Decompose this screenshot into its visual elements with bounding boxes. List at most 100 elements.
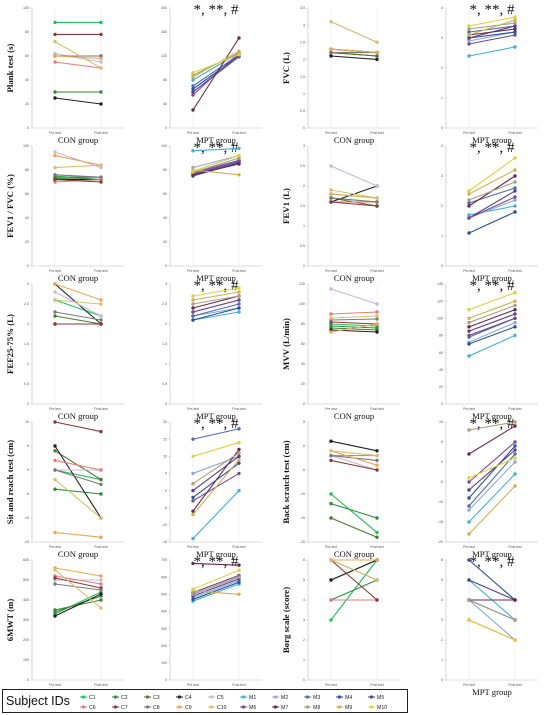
y-axis-title: Borg scale (score) [281,587,291,653]
series-line-M3 [192,428,240,440]
series-line-M6 [468,196,516,219]
data-point-C2-post [375,516,379,520]
data-point-C7-post [375,598,379,602]
y-tick-label: 0 [441,460,443,464]
legend-item-M10: M10 [377,705,387,711]
data-point-C8-pre [329,50,333,55]
data-point-C10-post [99,66,103,70]
data-point-M5-pre [467,488,471,492]
data-point-M8-post [513,21,517,25]
series-line-M3 [468,453,516,507]
significance-marker: *, **, # [194,2,240,18]
series-line-M4 [192,581,240,600]
data-point-C3-pre [329,516,333,520]
data-point-C6-post [375,310,379,314]
data-point-C4-pre [329,439,333,443]
data-point-M10-pre [191,71,195,75]
y-tick-label: 60 [439,351,443,355]
y-tick-label: 100 [161,661,167,665]
series-line-C7 [330,321,378,325]
y-tick-label: 0 [27,264,29,268]
y-axis-title: FVC (L) [281,52,291,84]
data-point-M6-pre [191,93,195,97]
y-tick-label: 0 [165,264,167,268]
series-line-C10 [54,479,102,519]
y-tick-label: 40 [163,102,167,106]
x-tick-label: Post-test [508,269,521,273]
data-point-C8-pre [53,468,57,472]
y-tick-label: 20 [163,420,167,424]
data-point-M8-pre [467,428,471,432]
data-point-C1-pre [329,492,333,496]
data-point-C10-post [375,40,379,44]
data-point-M8-post [513,618,517,622]
significance-marker: *, **, # [470,2,516,18]
data-point-C10-pre [53,568,57,572]
y-tick-label: 3 [303,144,305,148]
legend-item-C9: C9 [185,705,192,711]
legend-swatch-dot [273,705,278,709]
legend-swatch-dot [145,695,150,699]
data-point-C9-post [375,558,379,562]
series-line-M6 [192,159,240,175]
data-point-C4-post [99,592,103,596]
legend-item-M4: M4 [345,695,352,701]
y-tick-label: -15 [438,520,443,524]
data-point-M2-pre [191,165,195,170]
x-tick-label: Post-test [232,545,245,549]
y-tick-label: 1 [441,96,443,100]
data-point-C8-post [375,317,379,321]
x-tick-label: Pre-test [463,407,475,411]
x-tick-label: Post-test [94,131,107,135]
series-line-M6 [468,441,516,483]
data-point-C8-post [99,54,103,58]
series-line-M4 [468,31,516,39]
y-tick-label: 20 [439,385,443,389]
y-tick-label: 0 [441,264,443,268]
series-line-C10 [330,559,378,581]
series-line-C9 [330,323,378,333]
legend-swatch-dot [81,705,86,709]
legend-swatch-dot [113,705,118,709]
y-tick-label: 0.5 [24,382,29,386]
legend-swatch-dot [305,705,310,709]
y-axis-title: FEV1 / FVC (%) [5,174,15,238]
y-tick-label: -10 [162,523,167,527]
x-tick-label: Post-test [232,683,245,687]
series-line-M2 [468,322,516,343]
y-tick-label: 10 [25,420,29,424]
series-line-C7 [330,201,378,207]
y-tick-label: 0 [27,126,29,130]
x-tick-label: Pre-test [187,683,199,687]
legend-item-M7: M7 [281,705,288,711]
y-tick-label: 0 [303,126,305,130]
series-line-M1 [192,311,240,321]
data-point-M9-pre [467,532,471,536]
y-tick-label: 3 [303,23,305,27]
data-point-M6-post [237,158,241,163]
data-point-M7-post [513,174,517,178]
data-point-M9-pre [191,512,195,517]
group-label: MPT group [196,411,236,421]
y-tick-label: 400 [23,598,29,602]
x-tick-label: Pre-test [49,545,61,549]
legend-swatch-dot [337,705,342,709]
y-tick-label: 3 [27,282,29,286]
data-point-C7-post [375,468,379,472]
group-label: MPT group [196,273,236,283]
data-point-C3-pre [53,449,57,453]
data-point-C7-pre [329,200,333,204]
y-tick-label: -5 [302,468,305,472]
y-axis-title: FEV1 (L) [281,188,291,224]
series-line-M5 [468,579,516,601]
y-tick-label: 40 [439,368,443,372]
series-line-M2 [192,155,240,169]
series-line-C1 [54,469,102,481]
data-point-C5-post [99,165,103,170]
data-point-C10-post [99,606,103,610]
y-tick-label: 120 [299,282,305,286]
y-tick-label: 1.5 [300,204,305,208]
